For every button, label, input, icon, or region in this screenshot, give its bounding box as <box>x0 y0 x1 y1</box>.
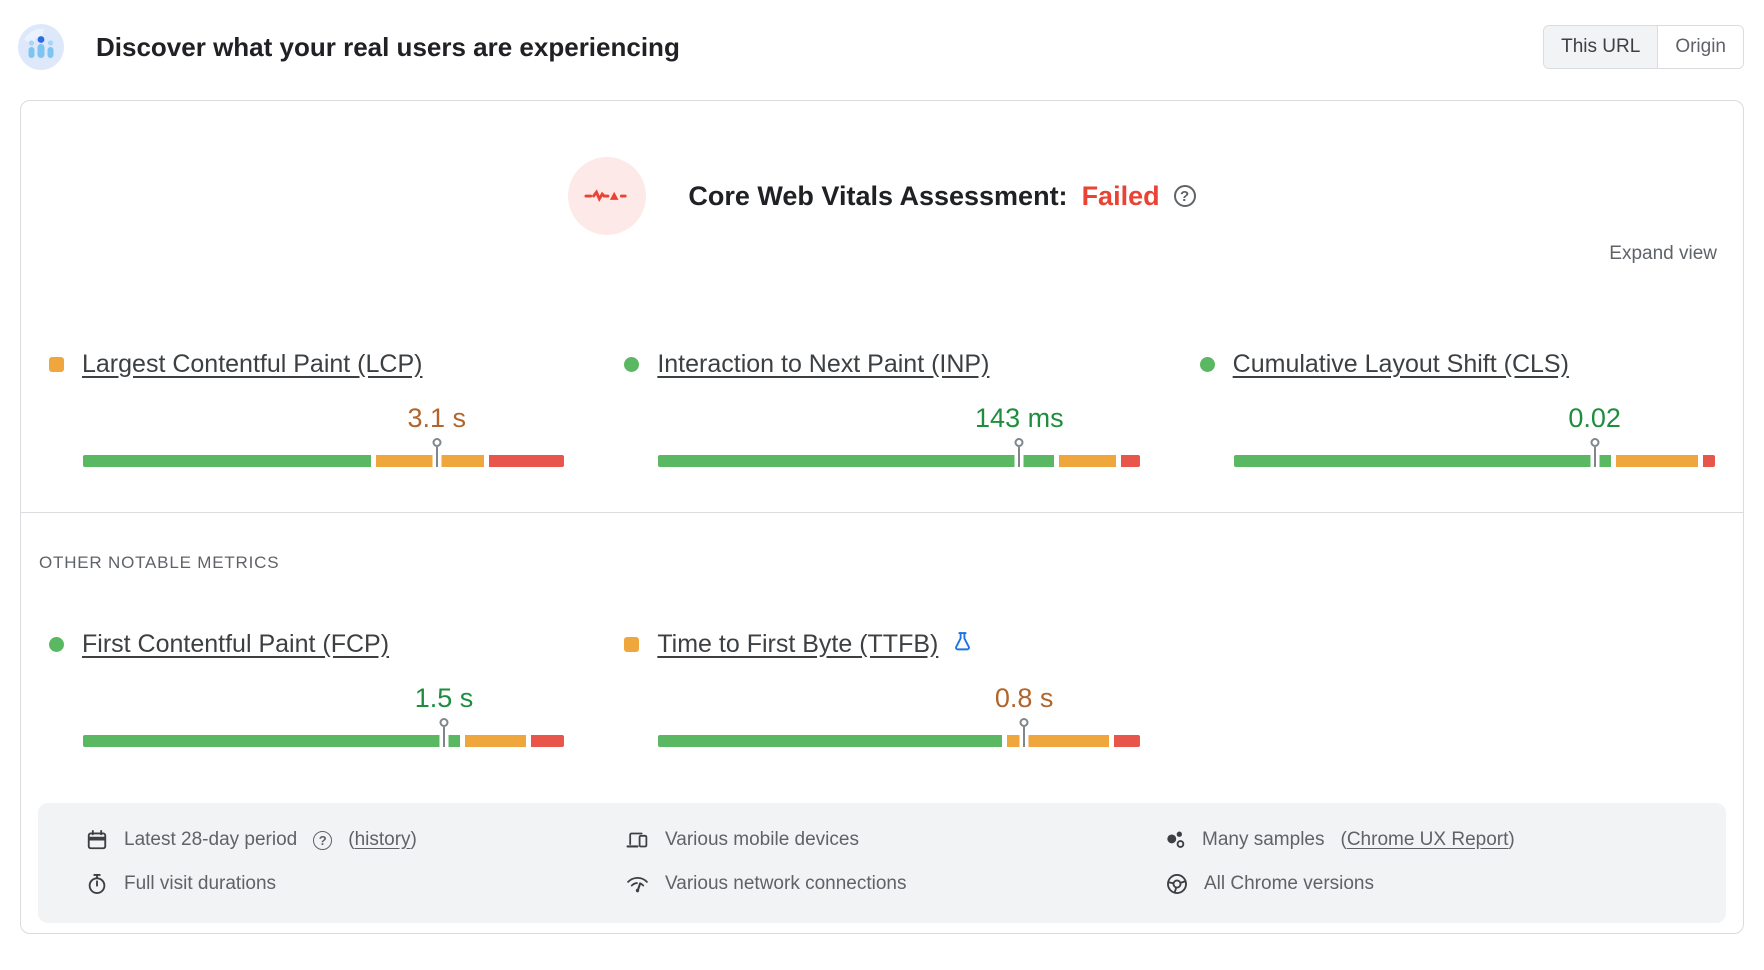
fcp-bar <box>83 718 565 750</box>
inp-bar <box>658 438 1140 470</box>
cwv-assessment-header: Core Web Vitals Assessment: Failed <box>21 101 1743 235</box>
cls-p75-pin <box>1590 438 1600 447</box>
assessment-label: Core Web Vitals Assessment: <box>688 180 1068 211</box>
ttfb-status-marker <box>624 636 640 652</box>
section-divider <box>21 512 1743 513</box>
ttfb-bar-poor-segment <box>1113 735 1140 747</box>
visit-duration-summary: Full visit durations <box>86 873 626 895</box>
lcp-bar-good-segment <box>83 455 371 467</box>
expand-view-link[interactable]: Expand view <box>1609 243 1717 264</box>
fcp-link[interactable]: First Contentful Paint (FCP) <box>82 629 390 658</box>
sample-summary: Many samples (Chrome UX Report) <box>1166 829 1706 851</box>
fcp-bar-good-segment <box>83 735 461 747</box>
scope-toggle: This URL Origin <box>1543 25 1744 69</box>
fcp-value: 1.5 s <box>414 683 474 713</box>
calendar-icon <box>86 829 108 851</box>
inp-distribution: 143 ms <box>658 403 1140 470</box>
cls-link[interactable]: Cumulative Layout Shift (CLS) <box>1232 349 1569 378</box>
inp-status-marker <box>624 356 640 372</box>
help-icon[interactable] <box>1173 185 1196 207</box>
inp-bar-poor-segment <box>1120 455 1140 467</box>
cls-bar-good-segment <box>1233 455 1611 467</box>
samples-icon <box>1166 830 1186 850</box>
metric-fcp: First Contentful Paint (FCP) 1.5 s <box>49 629 565 750</box>
toggle-origin[interactable]: Origin <box>1657 26 1743 68</box>
ttfb-link[interactable]: Time to First Byte (TTFB) <box>657 629 939 658</box>
network-icon <box>626 873 649 895</box>
lcp-bar-needs-improvement-segment <box>375 455 484 467</box>
chrome-version-text: All Chrome versions <box>1204 873 1374 894</box>
collection-period: Latest 28-day period (history) <box>86 829 626 851</box>
collection-period-text: Latest 28-day period <box>124 829 298 850</box>
cls-value: 0.02 <box>1568 403 1621 433</box>
metric-cls: Cumulative Layout Shift (CLS) 0.02 <box>1199 349 1715 470</box>
chrome-version-summary: All Chrome versions <box>1166 873 1706 895</box>
cls-bar-poor-segment <box>1703 455 1715 467</box>
inp-bar-needs-improvement-segment <box>1059 455 1116 467</box>
core-web-vitals-row: Largest Contentful Paint (LCP) 3.1 s <box>21 349 1743 470</box>
device-summary: Various mobile devices <box>626 829 1166 851</box>
ttfb-bar-good-segment <box>658 735 1003 747</box>
metric-lcp: Largest Contentful Paint (LCP) 3.1 s <box>49 349 565 470</box>
ttfb-value: 0.8 s <box>994 683 1054 713</box>
experimental-flask-icon[interactable] <box>952 631 973 657</box>
expand-view: Expand view <box>21 243 1717 265</box>
cls-bar <box>1233 438 1715 470</box>
inp-p75-pin <box>1014 438 1024 447</box>
ttfb-p75-pin <box>1019 718 1029 727</box>
lcp-bar <box>83 438 565 470</box>
fcp-p75-pin <box>439 718 449 727</box>
sample-summary-text: Many samples <box>1202 829 1325 850</box>
metric-inp: Interaction to Next Paint (INP) 143 ms <box>624 349 1140 470</box>
assessment-title: Core Web Vitals Assessment: Failed <box>688 180 1196 212</box>
cls-status-marker <box>1199 356 1215 372</box>
other-metrics-row: First Contentful Paint (FCP) 1.5 s <box>21 629 1743 750</box>
period-help-icon[interactable] <box>313 830 333 850</box>
fcp-bar-needs-improvement-segment <box>465 735 527 747</box>
inp-bar-good-segment <box>658 455 1055 467</box>
crux-link-wrap: (Chrome UX Report) <box>1340 829 1515 850</box>
chrome-icon <box>1166 873 1188 895</box>
device-summary-text: Various mobile devices <box>665 829 859 850</box>
devices-icon <box>626 829 649 851</box>
network-summary: Various network connections <box>626 873 1166 895</box>
lcp-status-marker <box>49 356 64 372</box>
fcp-bar-poor-segment <box>531 735 565 747</box>
lcp-distribution: 3.1 s <box>83 403 565 470</box>
crux-report-link[interactable]: Chrome UX Report <box>1346 829 1509 850</box>
other-metrics-label: OTHER NOTABLE METRICS <box>39 553 280 572</box>
data-collection-summary: Latest 28-day period (history) Various m… <box>38 803 1726 923</box>
history-link[interactable]: history <box>354 829 411 850</box>
visit-duration-text: Full visit durations <box>124 873 277 894</box>
assessment-failed-icon <box>568 157 647 235</box>
toggle-this-url[interactable]: This URL <box>1544 26 1658 68</box>
inp-value: 143 ms <box>975 403 1064 433</box>
header: Discover what your real users are experi… <box>0 0 1764 70</box>
ttfb-bar-needs-improvement-segment <box>1007 735 1109 747</box>
fcp-status-marker <box>49 636 64 652</box>
ttfb-distribution: 0.8 s <box>658 683 1140 750</box>
metric-ttfb: Time to First Byte (TTFB) 0.8 s <box>624 629 1140 750</box>
stopwatch-icon <box>86 873 108 895</box>
lcp-bar-poor-segment <box>488 455 565 467</box>
network-summary-text: Various network connections <box>665 873 907 894</box>
history-link-wrap: (history) <box>348 829 417 850</box>
fcp-distribution: 1.5 s <box>83 683 565 750</box>
assessment-result: Failed <box>1081 180 1160 211</box>
lcp-value: 3.1 s <box>407 403 467 433</box>
field-data-card: Core Web Vitals Assessment: Failed Expan… <box>20 100 1744 934</box>
cls-distribution: 0.02 <box>1233 403 1715 470</box>
inp-link[interactable]: Interaction to Next Paint (INP) <box>657 349 990 378</box>
ttfb-bar <box>658 718 1140 750</box>
cls-bar-needs-improvement-segment <box>1615 455 1699 467</box>
crux-logo-icon <box>18 24 64 70</box>
lcp-link[interactable]: Largest Contentful Paint (LCP) <box>82 349 423 378</box>
page-title: Discover what your real users are experi… <box>96 31 680 62</box>
lcp-p75-pin <box>432 438 442 447</box>
